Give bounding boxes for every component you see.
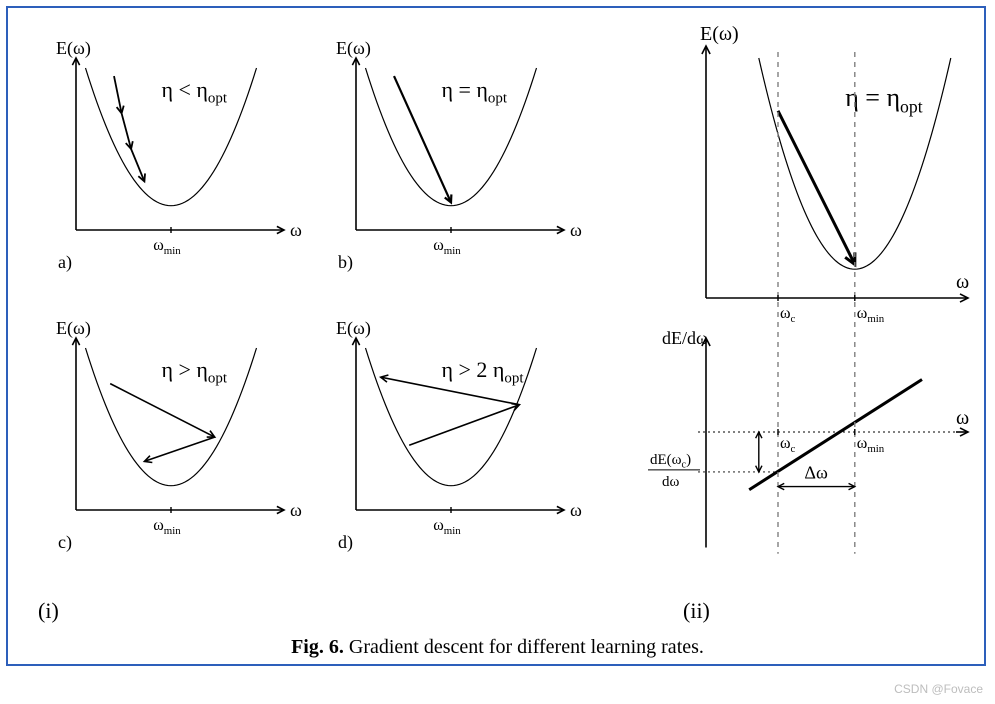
condition-label: η < ηopt	[162, 77, 228, 107]
x-tick-label: ωmin	[433, 237, 461, 257]
condition-label: η > 2 ηopt	[442, 357, 525, 387]
panel-label: d)	[338, 532, 353, 553]
derivative-line	[749, 380, 922, 490]
panel-b: E(ω) ω ωmin η = ηopt b)	[336, 38, 582, 273]
x-axis-label: ω	[290, 220, 302, 240]
group-label-i: (i)	[38, 598, 59, 623]
panel-label: a)	[58, 252, 72, 273]
descent-arrow-1	[144, 437, 214, 462]
y-axis-label-top: E(ω)	[700, 23, 739, 45]
x-axis-label: ω	[570, 220, 582, 240]
condition-label-top: η = ηopt	[845, 83, 923, 117]
x-tick-label: ωmin	[153, 237, 181, 257]
panel-label: c)	[58, 532, 72, 553]
descent-arrow-0	[114, 76, 124, 113]
watermark: CSDN @Fovace	[894, 682, 983, 696]
panel-c: E(ω) ω ωmin η > ηopt c)	[56, 318, 302, 553]
dE-label-bottom: dω	[662, 474, 680, 490]
x-tick-label: ωmin	[433, 517, 461, 537]
panel-label: b)	[338, 252, 353, 273]
x-tick-label: ωmin	[153, 517, 181, 537]
panel-a: E(ω) ω ωmin η < ηopt a)	[56, 38, 302, 273]
x-axis-label: ω	[570, 500, 582, 520]
bottom-tick-1: ωmin	[857, 435, 885, 455]
y-axis-label-bottom: dE/dω	[662, 328, 708, 348]
condition-label: η = ηopt	[442, 77, 508, 107]
panel-ii: E(ω) ω η = ηopt dE/dω ω ωc ωc ωmin ωmin dE(ωc) dω Δ…	[648, 23, 969, 554]
x-axis-label: ω	[290, 500, 302, 520]
group-label-ii: (ii)	[683, 598, 710, 623]
y-axis-label: E(ω)	[56, 38, 91, 59]
figure-svg: E(ω)ωωminη < ηopta)E(ω)ωωminη = ηoptb)E(…	[8, 8, 984, 664]
caption-text: Gradient descent for different learning …	[349, 636, 704, 658]
y-axis-label: E(ω)	[336, 318, 371, 339]
descent-arrow-0	[110, 384, 215, 437]
y-axis-label: E(ω)	[56, 318, 91, 339]
panel-d: E(ω) ω ωmin η > 2 ηopt d)	[336, 318, 582, 553]
x-axis-label-bottom: ω	[956, 407, 969, 429]
caption-label: Fig. 6.	[291, 636, 344, 658]
x-axis-label-top: ω	[956, 271, 969, 293]
condition-label: η > ηopt	[162, 357, 228, 387]
dE-label-top: dE(ωc)	[650, 452, 691, 471]
descent-arrow-0	[409, 404, 519, 445]
figure-frame: E(ω)ωωminη < ηopta)E(ω)ωωminη = ηoptb)E(…	[0, 0, 995, 704]
y-axis-label: E(ω)	[336, 38, 371, 59]
figure-caption: Fig. 6. Gradient descent for different l…	[0, 636, 995, 659]
bottom-tick-0: ωc	[780, 435, 796, 455]
delta-label: Δω	[804, 463, 828, 483]
figure-border: E(ω)ωωminη < ηopta)E(ω)ωωminη = ηoptb)E(…	[6, 6, 986, 666]
descent-arrow-2	[131, 149, 145, 181]
descent-arrow-1	[122, 113, 133, 149]
top-tick-0: ωc	[780, 305, 796, 325]
top-tick-1: ωmin	[857, 305, 885, 325]
